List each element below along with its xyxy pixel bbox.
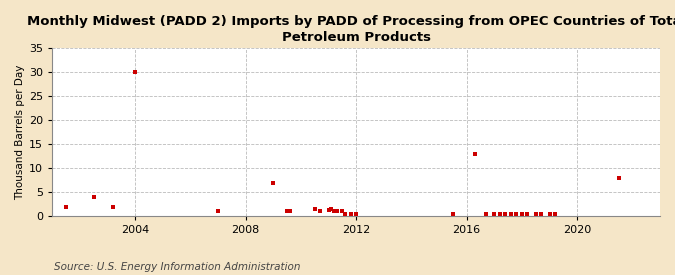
Point — [448, 212, 458, 216]
Point — [544, 212, 555, 216]
Point — [511, 212, 522, 216]
Point — [108, 204, 119, 209]
Point — [281, 209, 292, 214]
Point — [329, 209, 340, 214]
Point — [506, 212, 516, 216]
Point — [340, 212, 350, 216]
Point — [213, 209, 223, 214]
Point — [481, 212, 491, 216]
Point — [326, 207, 337, 211]
Point — [315, 209, 325, 214]
Point — [489, 212, 500, 216]
Point — [337, 209, 348, 214]
Point — [522, 212, 533, 216]
Point — [268, 180, 279, 185]
Point — [345, 212, 356, 216]
Point — [351, 212, 362, 216]
Point — [549, 212, 560, 216]
Point — [61, 204, 72, 209]
Point — [323, 208, 334, 213]
Point — [494, 212, 505, 216]
Point — [516, 212, 527, 216]
Y-axis label: Thousand Barrels per Day: Thousand Barrels per Day — [15, 64, 25, 200]
Point — [309, 207, 320, 211]
Point — [88, 195, 99, 199]
Point — [531, 212, 541, 216]
Title: Monthly Midwest (PADD 2) Imports by PADD of Processing from OPEC Countries of To: Monthly Midwest (PADD 2) Imports by PADD… — [26, 15, 675, 44]
Text: Source: U.S. Energy Information Administration: Source: U.S. Energy Information Administ… — [54, 262, 300, 272]
Point — [130, 70, 140, 74]
Point — [613, 175, 624, 180]
Point — [500, 212, 511, 216]
Point — [331, 209, 342, 214]
Point — [470, 152, 481, 156]
Point — [536, 212, 547, 216]
Point — [284, 209, 295, 214]
